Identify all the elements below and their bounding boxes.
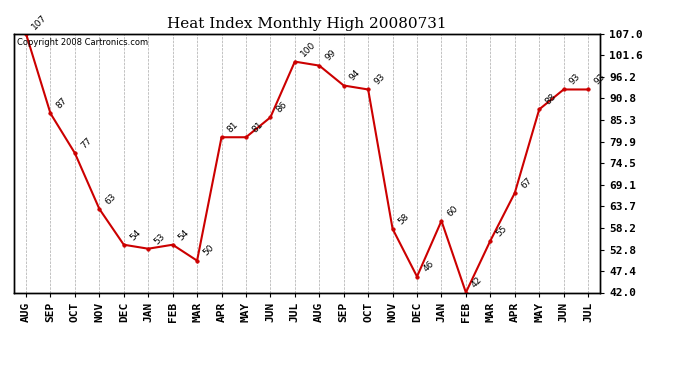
Text: 53: 53 bbox=[152, 231, 167, 246]
Text: 93: 93 bbox=[592, 72, 607, 87]
Text: 86: 86 bbox=[275, 100, 289, 115]
Text: 63: 63 bbox=[104, 192, 118, 206]
Text: 100: 100 bbox=[299, 40, 317, 59]
Text: 87: 87 bbox=[55, 96, 69, 111]
Text: 99: 99 bbox=[324, 48, 338, 63]
Text: 54: 54 bbox=[128, 228, 142, 242]
Text: 88: 88 bbox=[543, 92, 558, 106]
Text: 77: 77 bbox=[79, 136, 94, 150]
Title: Heat Index Monthly High 20080731: Heat Index Monthly High 20080731 bbox=[167, 17, 447, 31]
Text: 46: 46 bbox=[421, 260, 435, 274]
Text: 60: 60 bbox=[446, 204, 460, 218]
Text: 55: 55 bbox=[495, 224, 509, 238]
Text: Copyright 2008 Cartronics.com: Copyright 2008 Cartronics.com bbox=[17, 38, 148, 46]
Text: 107: 107 bbox=[30, 12, 49, 31]
Text: 54: 54 bbox=[177, 228, 191, 242]
Text: 58: 58 bbox=[397, 211, 411, 226]
Text: 81: 81 bbox=[226, 120, 240, 135]
Text: 67: 67 bbox=[519, 176, 533, 190]
Text: 50: 50 bbox=[201, 243, 216, 258]
Text: 81: 81 bbox=[250, 120, 265, 135]
Text: 93: 93 bbox=[373, 72, 387, 87]
Text: 93: 93 bbox=[568, 72, 582, 87]
Text: 42: 42 bbox=[470, 275, 484, 290]
Text: 94: 94 bbox=[348, 68, 362, 83]
